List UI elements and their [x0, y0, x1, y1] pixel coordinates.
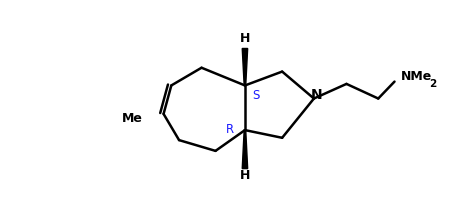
Polygon shape [242, 49, 248, 86]
Polygon shape [242, 130, 248, 169]
Text: R: R [226, 122, 234, 135]
Text: N: N [311, 88, 323, 101]
Text: 2: 2 [429, 78, 436, 88]
Text: H: H [240, 169, 250, 181]
Text: S: S [252, 89, 260, 102]
Text: H: H [240, 32, 250, 45]
Text: Me: Me [122, 112, 143, 125]
Text: NMe: NMe [401, 70, 432, 83]
